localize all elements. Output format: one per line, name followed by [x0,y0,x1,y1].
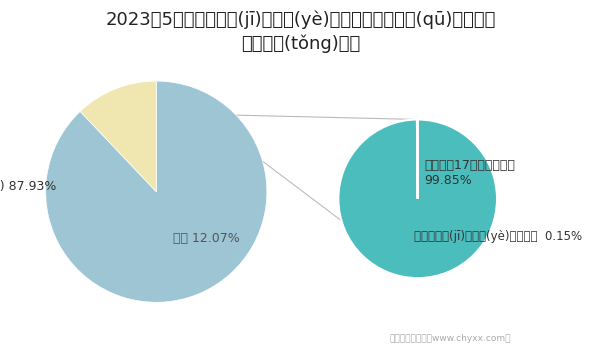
Text: 浙江 12.07%: 浙江 12.07% [173,232,240,245]
Wedge shape [338,120,497,278]
Text: 2023年5月浙江雷克機(jī)械工業(yè)有限公司所屬地區(qū)摩托車銷
量占比統(tǒng)計圖: 2023年5月浙江雷克機(jī)械工業(yè)有限公司所屬地區(qū)摩托車銷 … [105,11,496,54]
Text: 浙江雷克機(jī)械工業(yè)有限公司  0.15%: 浙江雷克機(jī)械工業(yè)有限公司 0.15% [413,230,582,244]
Wedge shape [80,81,156,192]
Text: 浙江其他17家摩托車車企
99.85%: 浙江其他17家摩托車車企 99.85% [424,159,515,187]
Wedge shape [46,81,267,302]
Wedge shape [417,120,418,199]
Text: 制圖：智研咨詢（www.chyxx.com）: 制圖：智研咨詢（www.chyxx.com） [390,334,511,343]
Text: 全國其他地區(qū) 87.93%: 全國其他地區(qū) 87.93% [0,180,56,193]
